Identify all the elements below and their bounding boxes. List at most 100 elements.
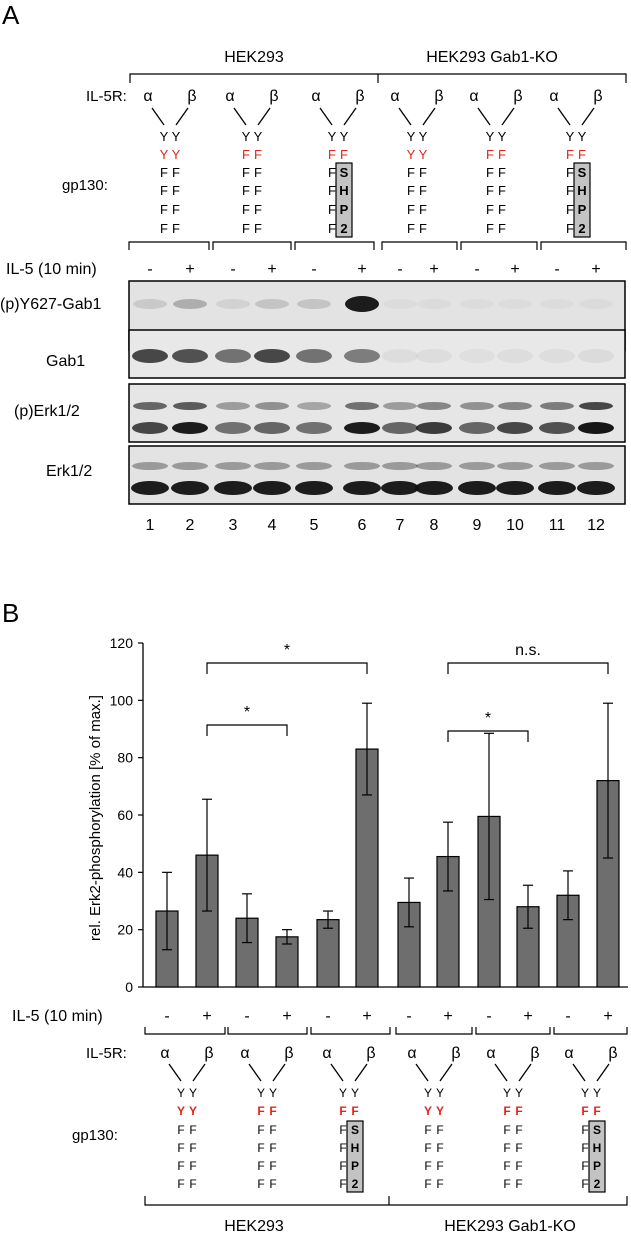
blot4-upper-band-6 [344, 462, 380, 470]
b-residue-f-6-l2: F [581, 1123, 588, 1137]
b-treatment-6: + [362, 1008, 371, 1025]
a-connector-left-3 [319, 107, 333, 126]
blot4-upper-band-1 [132, 462, 168, 470]
blot2-band-10 [497, 349, 533, 363]
blot1-band-4 [255, 299, 289, 309]
b-residue-top-4-1: Y [424, 1086, 432, 1100]
b-residue-f-3-l3: F [339, 1141, 346, 1155]
a-alpha-5: α [469, 88, 478, 105]
b-residue-top-3-1: Y [339, 1086, 347, 1100]
y-tick-label-40: 40 [117, 864, 133, 880]
a-residue-f-1-l5: F [160, 221, 168, 236]
a-residue-mut-1-2: Y [172, 147, 181, 162]
a-pair-bracket-4 [381, 241, 458, 250]
a-residue-f-4-r4: F [419, 202, 427, 217]
b-residue-f-4-r4: F [436, 1159, 443, 1173]
blot4-lower-band-6 [343, 481, 381, 495]
a-treatment-11: - [554, 261, 559, 278]
b-residue-f-5-l4: F [503, 1159, 510, 1173]
a-residue-f-3-l4: F [328, 202, 336, 217]
blot2-band-3 [215, 349, 251, 363]
a-residue-top-3-1: Y [328, 129, 337, 144]
b-connector-left-4 [415, 1063, 429, 1082]
a-treatment-1: - [147, 261, 152, 278]
b-residue-f-2-l4: F [257, 1159, 264, 1173]
a-residue-f-1-r5: F [172, 221, 180, 236]
b-shp2-box-6 [588, 1120, 606, 1193]
blot3-upper-band-4 [255, 402, 289, 410]
a-connector-right-3 [343, 107, 357, 126]
b-residue-mut-6-1: F [581, 1104, 588, 1118]
b-treatment-12: + [603, 1008, 612, 1025]
blot4-upper-band-3 [215, 462, 251, 470]
lane-number-6: 6 [358, 517, 367, 534]
panel-a-constructs: α βY YY YF FF FF FF Fα βY YF FF FF FF FF Fα βY YF FFFFFSH… [143, 88, 603, 238]
a-shp2-letter-3-1: S [340, 165, 349, 180]
b-residue-f-1-r3: F [189, 1141, 196, 1155]
blot3-lower-band-9 [459, 422, 495, 434]
blot3-upper-band-7 [383, 402, 417, 410]
a-connector-right-5 [501, 107, 515, 126]
a-residue-f-4-l3: F [407, 183, 415, 198]
panel-a-group-bracket [129, 73, 627, 83]
lane-number-4: 4 [268, 517, 277, 534]
lane-number-5: 5 [310, 517, 319, 534]
blot-label-erk12: Erk1/2 [46, 463, 92, 480]
a-residue-mut-4-2: Y [419, 147, 428, 162]
a-residue-f-6-l3: F [566, 183, 574, 198]
panel-a-il5r-label: IL-5R: [86, 88, 127, 105]
a-residue-mut-3-1: F [328, 147, 336, 162]
b-residue-f-1-l5: F [177, 1177, 184, 1191]
a-shp2-letter-3-4: 2 [340, 221, 347, 236]
blot-label-perk12: (p)Erk1/2 [14, 403, 80, 420]
panel-a-pair-brackets [128, 241, 627, 250]
a-residue-f-5-r5: F [498, 221, 506, 236]
panel-b-pair-brackets [144, 1027, 628, 1035]
b-residue-f-4-r5: F [436, 1177, 443, 1191]
b-connector-right-1 [192, 1063, 206, 1082]
a-residue-f-4-r3: F [419, 183, 427, 198]
blot2-band-5 [296, 349, 332, 363]
blot4-upper-band-10 [497, 462, 533, 470]
b-pair-bracket-2 [227, 1027, 308, 1035]
blot3-upper-band-3 [216, 402, 250, 410]
b-connector-left-6 [572, 1063, 586, 1082]
a-residue-f-2-r2: F [254, 165, 262, 180]
a-residue-f-2-l3: F [242, 183, 250, 198]
a-treatment-7: - [397, 261, 402, 278]
blot2-band-11 [539, 349, 575, 363]
b-pair-bracket-6 [553, 1027, 628, 1035]
b-residue-mut-5-2: F [515, 1104, 522, 1118]
lane-number-1: 1 [146, 517, 155, 534]
a-connector-left-4 [398, 107, 412, 126]
b-residue-f-6-l4: F [581, 1159, 588, 1173]
a-residue-f-5-r2: F [498, 165, 506, 180]
blot3-lower-band-4 [254, 422, 290, 434]
a-connector-right-4 [422, 107, 436, 126]
blot4-lower-band-7 [381, 481, 419, 495]
a-residue-mut-5-1: F [486, 147, 494, 162]
blot4-upper-band-9 [459, 462, 495, 470]
b-residue-f-1-r2: F [189, 1123, 196, 1137]
b-alpha-2: α [240, 1045, 249, 1062]
a-residue-f-2-l5: F [242, 221, 250, 236]
a-alpha-1: α [143, 88, 152, 105]
y-tick-label-80: 80 [117, 750, 133, 766]
a-beta-6: β [593, 88, 602, 105]
b-residue-f-1-l2: F [177, 1123, 184, 1137]
a-residue-f-1-l2: F [160, 165, 168, 180]
a-treatment-4: + [267, 261, 276, 278]
blot-gab1: Gab1 [46, 329, 626, 379]
b-shp2-letter-6-3: P [593, 1159, 601, 1173]
a-residue-mut-5-2: F [498, 147, 506, 162]
blot4-upper-band-7 [382, 462, 418, 470]
lane-number-12: 12 [587, 517, 605, 534]
b-pair-bracket-4 [395, 1027, 473, 1035]
b-connector-right-3 [354, 1063, 368, 1082]
panel-b-il5r-label: IL-5R: [86, 1045, 127, 1062]
b-alpha-3: α [322, 1045, 331, 1062]
b-residue-mut-5-1: F [503, 1104, 510, 1118]
b-residue-top-2-2: Y [269, 1086, 277, 1100]
blot2-band-6 [344, 349, 380, 363]
blot4-upper-band-11 [539, 462, 575, 470]
